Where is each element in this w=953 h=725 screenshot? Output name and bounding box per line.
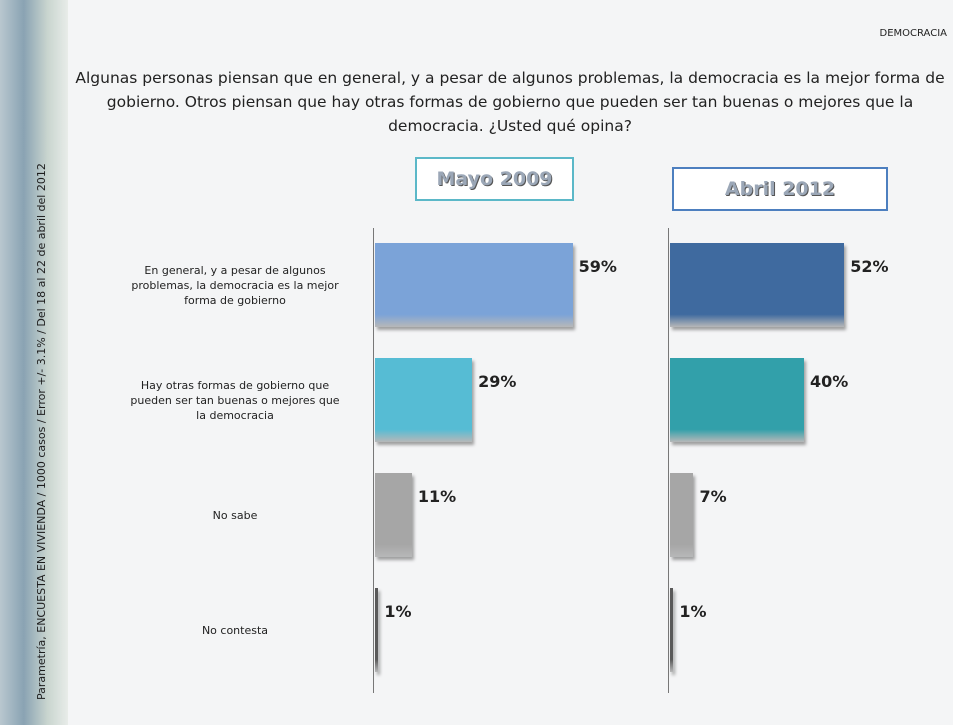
category-label: No contesta	[201, 623, 269, 637]
bar	[670, 243, 845, 327]
panel-floor	[373, 228, 374, 693]
value-label: 59%	[578, 257, 617, 276]
value-label: 29%	[478, 372, 517, 391]
panel-title: Mayo 2009	[415, 157, 574, 201]
bar	[670, 473, 694, 557]
category-label: En general, y a pesar de algunos problem…	[131, 263, 339, 307]
value-label: 1%	[384, 602, 412, 621]
bar	[375, 473, 412, 557]
value-label: 40%	[810, 372, 849, 391]
bar	[375, 588, 379, 672]
source-note: Parametría, ENCUESTA EN VIVIENDA / 1000 …	[35, 163, 48, 700]
panel-floor	[668, 228, 669, 693]
panel-title: Abril 2012	[672, 167, 888, 211]
bar	[375, 358, 473, 442]
value-label: 11%	[417, 487, 457, 506]
side-strip	[0, 0, 68, 725]
section-header: DEMOCRACIA	[879, 28, 947, 39]
category-label: Hay otras formas de gobierno que pueden …	[130, 378, 340, 422]
bar	[670, 358, 804, 442]
question: Algunas personas piensan que en general,…	[75, 69, 945, 135]
bar	[670, 588, 674, 672]
value-label: 52%	[850, 257, 889, 276]
value-label: 1%	[679, 602, 707, 621]
bar	[375, 243, 573, 327]
value-label: 7%	[699, 487, 727, 506]
category-label: No sabe	[212, 508, 258, 522]
